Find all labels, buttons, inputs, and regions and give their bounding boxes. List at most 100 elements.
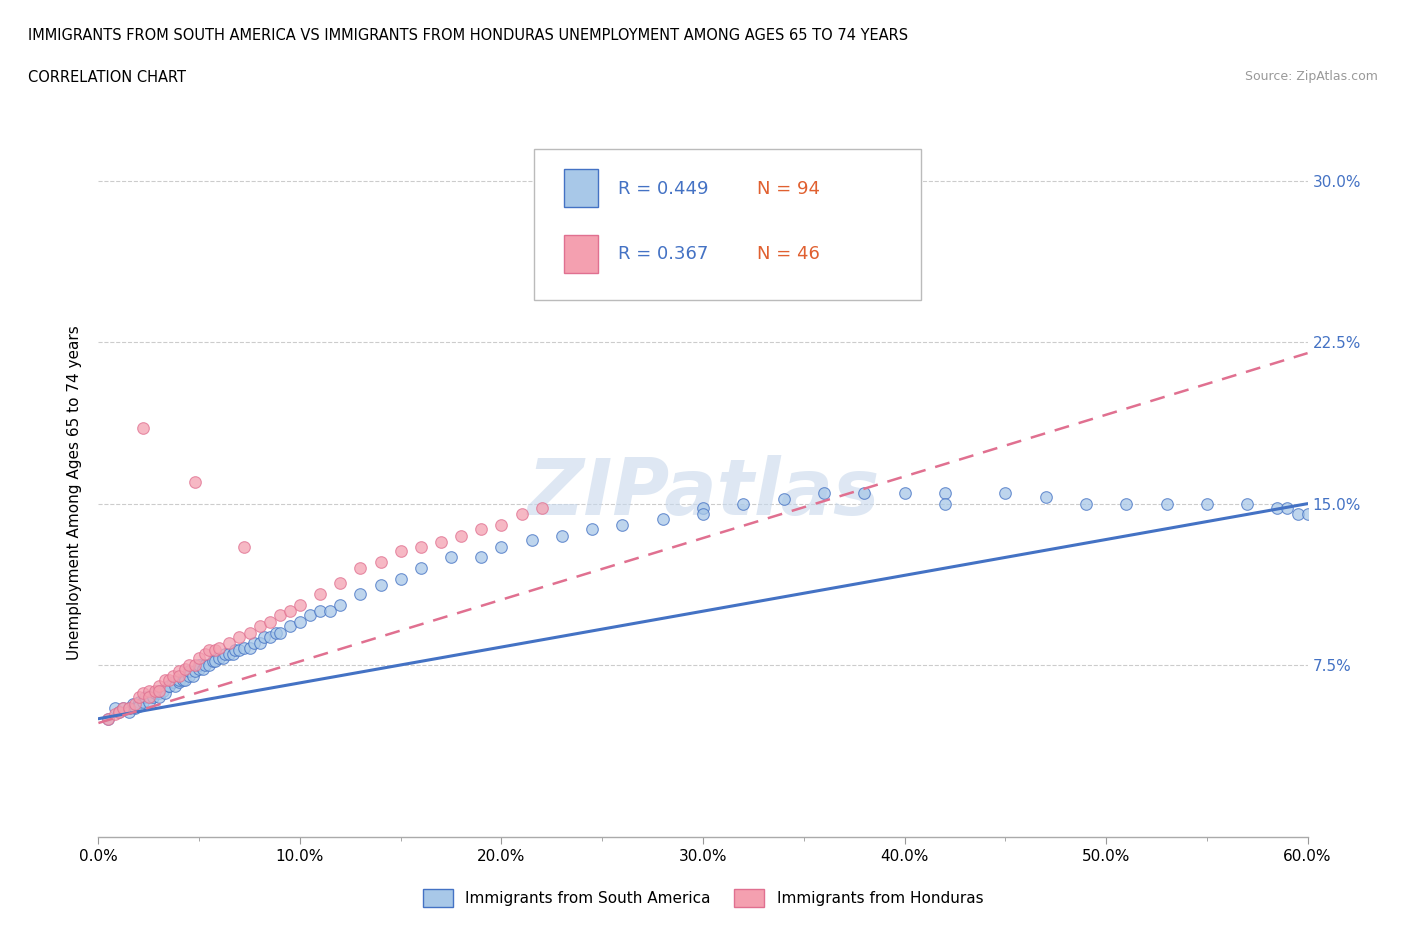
- Text: R = 0.449: R = 0.449: [619, 179, 709, 198]
- Point: [157, 679, 180, 694]
- Text: IMMIGRANTS FROM SOUTH AMERICA VS IMMIGRANTS FROM HONDURAS UNEMPLOYMENT AMONG AGE: IMMIGRANTS FROM SOUTH AMERICA VS IMMIGRA…: [28, 28, 908, 43]
- Point: [349, 587, 371, 602]
- Point: [107, 705, 129, 720]
- Point: [148, 684, 170, 698]
- Point: [239, 625, 262, 640]
- Point: [440, 550, 463, 565]
- Point: [188, 651, 211, 666]
- Point: [450, 528, 472, 543]
- Point: [118, 705, 141, 720]
- Point: [249, 636, 271, 651]
- Point: [1236, 497, 1258, 512]
- Point: [184, 664, 207, 679]
- Point: [184, 474, 207, 489]
- Point: [111, 700, 134, 715]
- Point: [218, 636, 240, 651]
- Point: [934, 485, 956, 500]
- Point: [259, 630, 281, 644]
- Text: R = 0.367: R = 0.367: [619, 246, 709, 263]
- Point: [772, 492, 794, 507]
- Point: [370, 554, 392, 569]
- Point: [167, 672, 190, 687]
- Point: [128, 690, 150, 705]
- Point: [208, 641, 231, 656]
- Point: [692, 500, 714, 515]
- Point: [470, 522, 492, 537]
- Point: [329, 597, 352, 612]
- Point: [167, 675, 190, 690]
- Point: [148, 690, 170, 705]
- Point: [148, 684, 170, 698]
- Point: [224, 643, 246, 658]
- Point: [893, 485, 915, 500]
- Point: [134, 690, 156, 705]
- Point: [319, 604, 342, 618]
- FancyBboxPatch shape: [564, 169, 598, 207]
- Point: [259, 615, 281, 630]
- Point: [228, 630, 250, 644]
- Point: [1115, 497, 1137, 512]
- Point: [132, 421, 155, 436]
- Point: [121, 697, 143, 711]
- Point: [288, 597, 311, 612]
- FancyBboxPatch shape: [564, 235, 598, 272]
- Point: [242, 636, 264, 651]
- Point: [118, 700, 141, 715]
- Point: [212, 651, 235, 666]
- Point: [218, 646, 240, 661]
- Point: [631, 217, 654, 232]
- Point: [167, 669, 190, 684]
- Point: [202, 653, 225, 668]
- Point: [153, 685, 176, 700]
- Point: [194, 646, 217, 661]
- Point: [188, 658, 211, 672]
- Point: [934, 497, 956, 512]
- Point: [124, 697, 146, 711]
- Point: [132, 694, 155, 709]
- Text: N = 94: N = 94: [758, 179, 821, 198]
- Point: [143, 685, 166, 700]
- Point: [208, 651, 231, 666]
- Point: [97, 711, 120, 726]
- FancyBboxPatch shape: [534, 149, 921, 300]
- Point: [1035, 490, 1057, 505]
- Point: [148, 685, 170, 700]
- Point: [370, 578, 392, 592]
- Point: [107, 705, 129, 720]
- Point: [520, 533, 543, 548]
- Point: [239, 641, 262, 656]
- Point: [204, 653, 226, 668]
- Point: [157, 679, 180, 694]
- Point: [142, 690, 165, 705]
- Point: [128, 694, 150, 709]
- Point: [132, 685, 155, 700]
- Point: [194, 658, 217, 672]
- Point: [278, 604, 301, 618]
- Point: [269, 608, 291, 623]
- Point: [530, 500, 553, 515]
- Point: [288, 615, 311, 630]
- Point: [163, 679, 186, 694]
- Point: [103, 700, 125, 715]
- Point: [389, 543, 412, 558]
- Point: [470, 550, 492, 565]
- Point: [551, 528, 574, 543]
- Point: [651, 512, 673, 526]
- Point: [148, 679, 170, 694]
- Point: [612, 518, 634, 533]
- Point: [253, 630, 276, 644]
- Point: [269, 625, 291, 640]
- Point: [172, 672, 194, 687]
- Point: [309, 604, 332, 618]
- Point: [157, 672, 180, 687]
- Point: [409, 561, 432, 576]
- Point: [1277, 500, 1299, 515]
- Point: [1195, 497, 1218, 512]
- Point: [174, 672, 197, 687]
- Point: [162, 675, 184, 690]
- Point: [103, 707, 125, 722]
- Point: [222, 646, 245, 661]
- Point: [181, 669, 204, 684]
- Point: [214, 646, 236, 661]
- Point: [264, 625, 287, 640]
